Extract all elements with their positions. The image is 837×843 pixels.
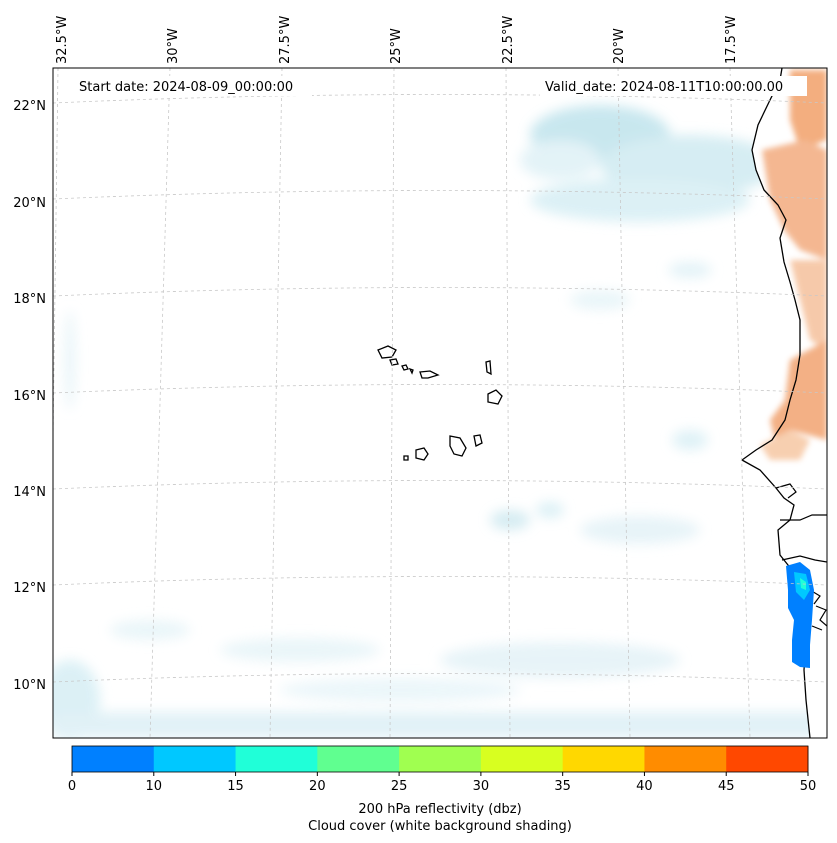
cloud-cover-shading	[53, 105, 827, 738]
colorbar-swatch	[644, 746, 727, 772]
lat-label: 10°N	[13, 678, 46, 693]
start-date-annotation: Start date: 2024-08-09_00:00:00	[72, 76, 312, 96]
lon-label: 22.5°W	[501, 16, 516, 64]
start-date-label: Start date: 2024-08-09_00:00:00	[79, 80, 293, 95]
map-frame	[52, 67, 828, 739]
colorbar-tick-label: 20	[309, 779, 326, 794]
colorbar-tick-label: 40	[636, 779, 653, 794]
colorbar-tick-label: 35	[554, 779, 571, 794]
latitude-labels: 22°N 20°N 18°N 16°N 14°N 12°N 10°N	[13, 99, 46, 693]
colorbar-swatch	[317, 746, 400, 772]
colorbar-tick-label: 50	[800, 779, 817, 794]
coastline	[740, 68, 811, 738]
lon-label: 30°W	[166, 28, 181, 64]
colorbar-title: 200 hPa reflectivity (dbz)	[358, 802, 521, 817]
lat-label: 20°N	[13, 196, 46, 211]
colorbar-tick-label: 45	[718, 779, 735, 794]
colorbar-swatch	[562, 746, 645, 772]
lon-label: 32.5°W	[55, 16, 70, 64]
colorbar-swatch	[235, 746, 318, 772]
lon-label: 17.5°W	[724, 16, 739, 64]
colorbar: 0 10 15 20 25 30 35 40 45 50 200 hPa reflectivity…	[68, 745, 816, 834]
colorbar-tick-label: 10	[146, 779, 163, 794]
colorbar-swatch	[72, 746, 155, 772]
colorbar-swatch	[399, 746, 482, 772]
gridlines	[53, 68, 827, 738]
colorbar-swatch	[726, 746, 809, 772]
colorbar-tick-label: 0	[68, 779, 76, 794]
reflectivity-cell	[786, 562, 814, 668]
colorbar-frame	[71, 745, 809, 773]
lon-label: 27.5°W	[278, 16, 293, 64]
colorbar-tick-label: 15	[227, 779, 244, 794]
lon-label: 20°W	[612, 28, 627, 64]
colorbar-swatch	[153, 746, 237, 772]
colorbar-subtitle: Cloud cover (white background shading)	[308, 819, 572, 834]
lat-label: 12°N	[13, 581, 46, 596]
lat-label: 16°N	[13, 389, 46, 404]
cape-verde-islands	[377, 345, 503, 461]
longitude-labels: 32.5°W 30°W 27.5°W 25°W 22.5°W 20°W 17.5…	[55, 16, 739, 64]
colorbar-ticks: 0 10 15 20 25 30 35 40 45 50	[68, 772, 816, 794]
colorbar-swatch	[480, 746, 564, 772]
colorbar-tick-label: 25	[391, 779, 408, 794]
colorbar-swatches	[72, 746, 809, 772]
valid-date-annotation: Valid_date: 2024-08-11T10:00:00.00	[540, 76, 807, 96]
colorbar-tick-label: 30	[473, 779, 490, 794]
lon-label: 25°W	[389, 28, 404, 64]
lat-label: 18°N	[13, 292, 46, 307]
valid-date-label: Valid_date: 2024-08-11T10:00:00.00	[545, 80, 783, 95]
lat-label: 22°N	[13, 99, 46, 114]
lat-label: 14°N	[13, 485, 46, 500]
